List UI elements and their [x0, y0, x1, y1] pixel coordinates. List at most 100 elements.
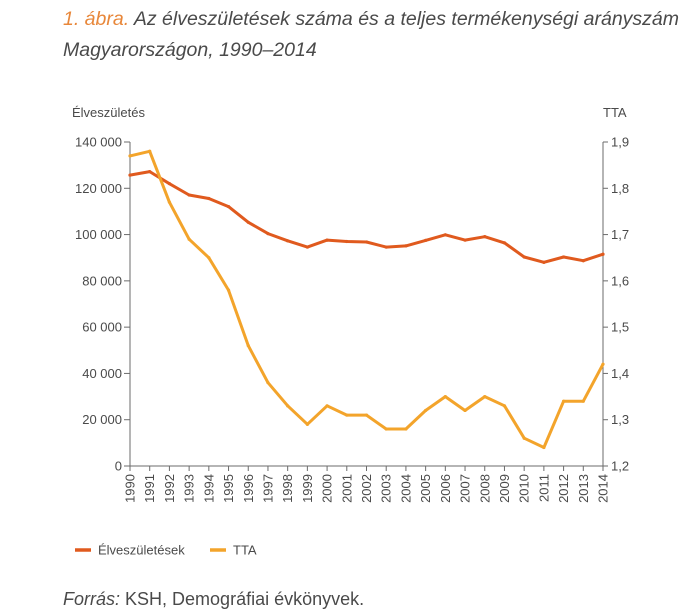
x-tick-label: 1999 [300, 474, 315, 503]
y-right-tick-label: 1,9 [611, 135, 629, 150]
series-2-point [345, 413, 349, 417]
series-1-point [522, 255, 526, 259]
x-tick-label: 2001 [339, 474, 354, 503]
series-2-point [443, 394, 447, 399]
x-tick-label: 1991 [142, 474, 157, 503]
series-2-point [581, 399, 585, 403]
x-tick-label: 2008 [477, 474, 492, 503]
x-tick-label: 2007 [458, 474, 473, 503]
series-1-point [404, 244, 408, 248]
y-right-axis-title: TTA [603, 105, 627, 120]
x-tick-label: 2005 [418, 474, 433, 503]
x-tick-label: 1990 [123, 474, 138, 503]
y-left-tick-label: 40 000 [82, 366, 122, 381]
series-2-point [148, 149, 152, 153]
title-text: Az élveszületések száma és a teljes term… [63, 8, 679, 61]
series-2-point [384, 427, 388, 431]
series-1-point [345, 239, 349, 244]
series-1-point [305, 245, 309, 249]
figure-label: 1. ábra. [63, 8, 130, 30]
series-2-point [266, 381, 270, 385]
y-right-tick-label: 1,8 [611, 181, 629, 196]
y-right-tick-label: 1,6 [611, 273, 629, 288]
y-left-tick-label: 20 000 [82, 412, 122, 427]
series-2-point [226, 288, 231, 292]
series-1-point [483, 235, 487, 239]
series-1-point [601, 252, 605, 256]
series-2-point [424, 408, 428, 413]
series-1-point [226, 204, 231, 209]
series-2-point [325, 404, 329, 408]
series-1-point [266, 232, 270, 236]
x-tick-label: 1998 [280, 474, 295, 503]
series-2-point [502, 404, 507, 408]
x-tick-label: 2004 [398, 474, 413, 503]
x-tick-label: 2011 [536, 474, 551, 502]
source-note: Forrás: KSH, Demográfiai évkönyvek. [63, 589, 364, 610]
x-tick-label: 2013 [576, 474, 591, 503]
y-left-tick-label: 120 000 [75, 181, 122, 196]
x-tick-label: 1993 [182, 474, 197, 503]
series-2-point [463, 408, 467, 413]
series-2-point [542, 445, 546, 450]
y-right-tick-label: 1,2 [611, 459, 629, 474]
x-tick-label: 1995 [221, 474, 236, 503]
x-tick-label: 1996 [241, 474, 256, 503]
x-tick-label: 2014 [596, 474, 611, 503]
x-tick-label: 2002 [359, 474, 374, 503]
x-tick-label: 1997 [260, 474, 275, 503]
y-right-tick-label: 1,4 [611, 366, 629, 381]
series-2-point [246, 344, 250, 348]
series-2-point [483, 394, 487, 399]
series-1-point [561, 255, 566, 259]
series-1-point [581, 259, 585, 263]
x-tick-label: 2006 [438, 474, 453, 503]
y-left-tick-label: 0 [115, 459, 122, 474]
series-2-point [128, 154, 132, 158]
y-right-tick-label: 1,7 [611, 227, 629, 242]
series-2-point [601, 362, 605, 366]
series-1-point [207, 196, 211, 201]
x-tick-label: 2009 [497, 474, 512, 503]
series-2-point [561, 399, 566, 403]
series-2-point [286, 404, 290, 408]
source-label: Forrás: [63, 589, 121, 609]
series-2-point [522, 436, 526, 440]
series-1-point [128, 173, 132, 177]
x-tick-label: 2010 [517, 474, 532, 503]
x-tick-label: 1994 [201, 474, 216, 503]
series-1-point [325, 238, 329, 242]
chart-svg: Élveszületés TTA 0 20 000 40 000 60 000 80 000… [72, 105, 629, 558]
series-2-point [207, 256, 211, 260]
y-left-tick-label: 60 000 [82, 320, 122, 335]
series-1-point [424, 238, 428, 242]
y-right-tick-label: 1,3 [611, 412, 629, 427]
x-tick-label: 1992 [162, 474, 177, 503]
x-tick-label: 2000 [320, 474, 335, 503]
y-left-axis-title: Élveszületés [72, 105, 145, 120]
series-1-point [246, 220, 250, 224]
y-right-tick-label: 1,5 [611, 320, 629, 335]
series-1-point [443, 233, 447, 237]
series-1-point [364, 240, 369, 244]
series-2-point [404, 427, 408, 431]
y-left-tick-label: 100 000 [75, 227, 122, 242]
series-1-point [502, 241, 507, 245]
series-1-point [148, 170, 152, 174]
series-1-point [384, 245, 388, 249]
x-tick-label: 2012 [556, 474, 571, 503]
series-2-point [305, 422, 309, 426]
series-1-point [167, 182, 172, 186]
y-left-tick-label: 80 000 [82, 273, 122, 288]
series-1-point [463, 238, 467, 242]
chart-title: 1. ábra. Az élveszületések száma és a te… [63, 4, 683, 66]
series-2-point [167, 200, 172, 204]
series-1-point [542, 260, 546, 264]
x-tick-label: 2003 [379, 474, 394, 503]
series-2-point [364, 413, 369, 417]
series-2-point [187, 237, 191, 241]
series-1-point [286, 239, 290, 243]
y-left-tick-label: 140 000 [75, 135, 122, 150]
series-1-point [187, 193, 191, 197]
legend-label-2: TTA [233, 543, 257, 558]
